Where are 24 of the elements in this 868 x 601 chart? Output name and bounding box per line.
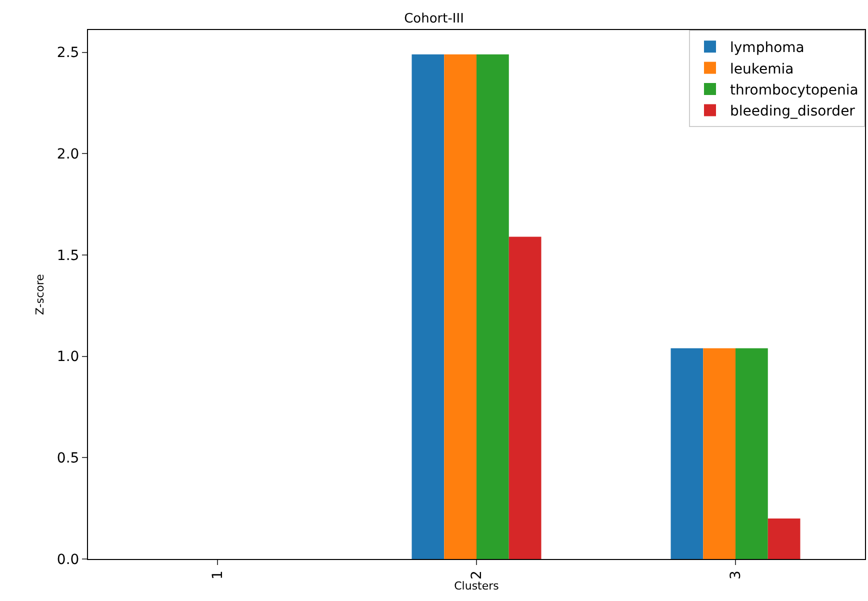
bar <box>444 54 476 559</box>
y-tick-label: 2.0 <box>56 146 80 163</box>
legend-label: lymphoma <box>730 40 804 56</box>
bar <box>736 348 768 559</box>
x-axis-title: Clusters <box>454 580 500 593</box>
y-tick-label: 0.5 <box>56 450 80 467</box>
y-axis-title: Z-score <box>34 274 47 315</box>
y-tick-label: 1.0 <box>56 349 80 366</box>
bar <box>768 518 800 559</box>
bar <box>670 348 704 559</box>
legend-label: leukemia <box>730 61 794 78</box>
y-tick-label: 2.5 <box>56 45 80 62</box>
x-tick-label: 1 <box>210 570 226 580</box>
y-tick-label: 1.5 <box>56 248 80 264</box>
bar <box>703 348 736 559</box>
y-tick-label: 0.0 <box>56 552 80 568</box>
x-tick-label: 3 <box>728 570 744 580</box>
bar <box>476 54 509 559</box>
bar <box>412 54 444 559</box>
bar <box>508 236 542 559</box>
legend-label: thrombocytopenia <box>730 82 858 98</box>
chart-title: Cohort-III <box>404 12 464 27</box>
legend-label: bleeding_disorder <box>730 104 856 120</box>
x-tick-label: 2 <box>469 570 486 580</box>
